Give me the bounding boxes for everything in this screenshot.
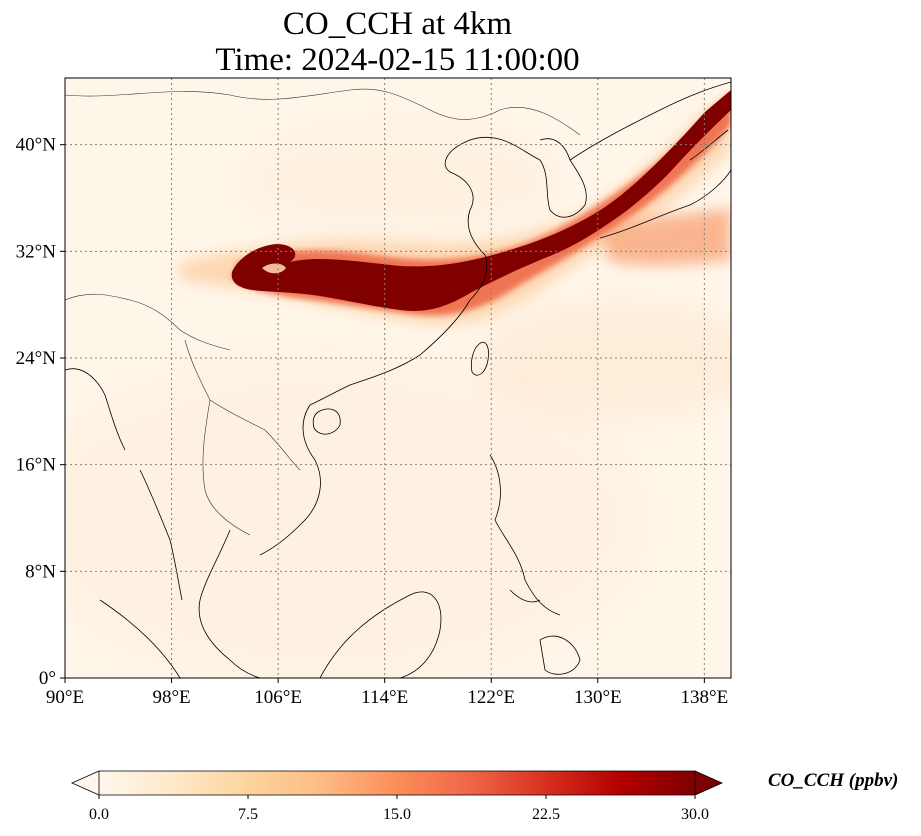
map-title: CO_CCH at 4km bbox=[282, 6, 513, 42]
plume-mid bbox=[232, 92, 731, 316]
plume-core bbox=[231, 90, 731, 311]
philippines-coast bbox=[489, 454, 561, 616]
tick-label-lat-0: 0° bbox=[39, 668, 56, 689]
tick-label-lat-3: 24°N bbox=[16, 348, 57, 369]
colorbar-ticks: 0.0 7.5 15.0 22.5 30.0 bbox=[89, 795, 709, 823]
tick-label-lon-1: 98°E bbox=[152, 687, 190, 708]
borneo-coast bbox=[319, 591, 442, 678]
colorbar-tick-label-3: 22.5 bbox=[532, 806, 560, 823]
border-indochina bbox=[184, 339, 301, 536]
taiwan-coast bbox=[470, 341, 489, 376]
plume-core-notch bbox=[262, 263, 286, 274]
colorbar-extend-high bbox=[694, 770, 723, 796]
axis-ticks: 90°E 98°E 106°E 114°E 122°E 130°E 138°E 0° 8°N 16… bbox=[16, 135, 729, 708]
tick-label-lon-0: 90°E bbox=[46, 687, 84, 708]
colorbar-gradient bbox=[99, 771, 695, 795]
tick-label-lon-4: 122°E bbox=[467, 687, 515, 708]
indochina-coast bbox=[198, 404, 321, 678]
tick-label-lat-4: 32°N bbox=[16, 241, 57, 262]
bohai-coast bbox=[444, 136, 541, 256]
haze-north bbox=[240, 120, 560, 240]
colorbar-tick-label-0: 0.0 bbox=[89, 806, 109, 823]
colorbar-tick-label-2: 15.0 bbox=[383, 806, 411, 823]
tick-label-lon-5: 130°E bbox=[574, 687, 622, 708]
map-frame bbox=[64, 77, 732, 679]
sumatra-coast bbox=[99, 599, 181, 678]
colorbar-tick-label-4: 30.0 bbox=[681, 806, 709, 823]
border-west bbox=[65, 293, 231, 351]
gridlines bbox=[65, 78, 731, 678]
border-north bbox=[65, 88, 581, 136]
japan-coast bbox=[599, 129, 731, 239]
haze-south bbox=[65, 350, 650, 678]
myanmar-coast bbox=[65, 368, 183, 601]
tick-label-lat-5: 40°N bbox=[16, 135, 57, 156]
mindanao-coast bbox=[539, 635, 581, 675]
north-coast bbox=[569, 81, 731, 161]
concentration-field bbox=[65, 90, 731, 678]
coastlines bbox=[65, 81, 731, 678]
plume-east bbox=[600, 208, 731, 266]
korea-coast bbox=[539, 138, 587, 218]
tick-label-lon-2: 106°E bbox=[254, 687, 302, 708]
tick-label-lat-2: 16°N bbox=[16, 455, 57, 476]
colorbar-extend-low bbox=[71, 770, 100, 796]
tick-label-lat-1: 8°N bbox=[25, 561, 56, 582]
china-coast bbox=[309, 254, 488, 406]
tick-label-lon-3: 114°E bbox=[361, 687, 408, 708]
hainan-coast bbox=[312, 408, 341, 435]
map-time: Time: 2024-02-15 11:00:00 bbox=[215, 42, 580, 78]
borders bbox=[65, 88, 581, 536]
haze-east bbox=[480, 300, 731, 420]
colorbar-label: CO_CCH (ppbv) bbox=[768, 770, 899, 791]
colorbar: 0.0 7.5 15.0 22.5 30.0 bbox=[71, 770, 723, 823]
tick-label-lon-6: 138°E bbox=[681, 687, 729, 708]
colorbar-tick-label-1: 7.5 bbox=[238, 806, 258, 823]
